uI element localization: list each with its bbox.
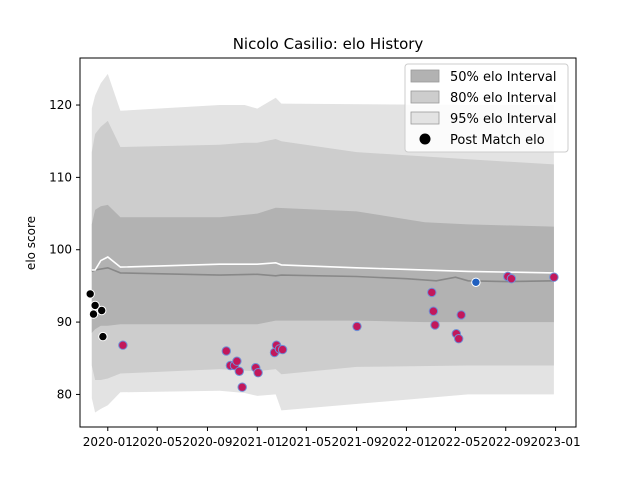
chart-title: Nicolo Casilio: elo History <box>233 35 424 53</box>
x-tick-label: 2023-01 <box>531 435 581 449</box>
post-match-point <box>428 306 439 316</box>
mean-elo-line <box>91 266 554 283</box>
x-tick-label: 2020-01 <box>83 435 133 449</box>
post-match-point <box>471 277 481 287</box>
y-tick-label: 90 <box>57 315 72 329</box>
legend-swatch <box>410 90 440 104</box>
legend-label: 50% elo Interval <box>450 70 557 85</box>
post-match-point <box>253 368 263 378</box>
legend-label: 95% elo Interval <box>450 112 557 127</box>
legend-swatch-dot <box>419 133 431 145</box>
legend-swatch <box>410 69 440 83</box>
post-match-point <box>221 346 232 356</box>
x-tick-label: 2022-01 <box>381 435 431 449</box>
x-tick-label: 2020-05 <box>132 435 182 449</box>
post-match-point <box>456 310 466 320</box>
legend: 50% elo Interval 80% elo Interval 95% elo … <box>404 63 569 153</box>
post-match-point <box>506 274 517 284</box>
post-match-point <box>277 344 288 355</box>
legend-box <box>404 63 569 153</box>
y-axis-label: elo score <box>24 216 38 270</box>
legend-label: Post Match elo <box>450 133 545 148</box>
post-match-point <box>97 305 107 316</box>
post-match-point <box>549 272 559 282</box>
post-match-point <box>118 340 128 350</box>
interval-band-3 <box>91 204 554 333</box>
post-match-point <box>430 320 440 330</box>
post-match-point <box>237 382 247 392</box>
y-tick-label: 120 <box>49 98 72 112</box>
post-match-point <box>234 366 245 376</box>
plot-frame <box>79 57 577 428</box>
x-tick-label: 2021-05 <box>281 435 331 449</box>
x-tick-label: 2021-09 <box>332 435 382 449</box>
plot-area <box>85 73 559 413</box>
post-match-point <box>85 289 95 299</box>
x-tick-label: 2020-09 <box>182 435 232 449</box>
y-tick-label: 100 <box>49 243 72 257</box>
post-match-point <box>427 287 437 298</box>
post-match-point <box>98 331 108 342</box>
legend-label: 80% elo Interval <box>450 91 557 106</box>
legend-swatch <box>410 111 440 125</box>
x-tick-label: 2022-05 <box>430 435 480 449</box>
post-match-point <box>454 334 464 344</box>
post-match-point <box>352 321 362 332</box>
post-match-point <box>90 300 100 311</box>
upper-elo-line <box>91 256 554 274</box>
x-tick-label: 2022-09 <box>481 435 531 449</box>
post-match-point <box>232 356 242 366</box>
y-tick-label: 110 <box>49 170 72 184</box>
post-match-point <box>88 309 99 319</box>
x-tick-label: 2021-01 <box>232 435 282 449</box>
y-tick-label: 80 <box>57 387 72 401</box>
